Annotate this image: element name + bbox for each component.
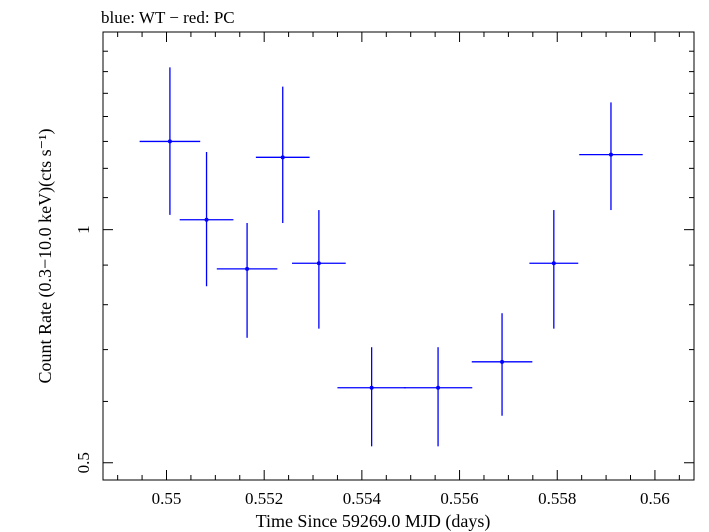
y-tick-label: 0.5 (74, 452, 93, 473)
y-axis-label: Count Rate (0.3−10.0 keV)(cts s⁻¹) (35, 128, 56, 383)
data-point (255, 86, 310, 224)
x-tick-label: 0.556 (440, 489, 478, 508)
x-axis-label: Time Since 59269.0 MJD (days) (256, 511, 491, 532)
data-point (179, 151, 234, 287)
data-point (337, 347, 406, 447)
data-point (139, 67, 201, 215)
point-marker (167, 139, 172, 144)
plot-frame (102, 31, 695, 481)
data-point (403, 347, 473, 447)
point-marker (280, 155, 285, 160)
data-point (579, 102, 643, 211)
x-tick-label: 0.56 (640, 489, 670, 508)
chart-title: blue: WT − red: PC (101, 8, 235, 27)
x-tick-label: 0.552 (245, 489, 283, 508)
x-tick-label: 0.55 (152, 489, 182, 508)
y-tick-label: 1 (74, 225, 93, 234)
point-marker (369, 385, 374, 390)
data-point (292, 210, 346, 329)
point-marker (316, 261, 321, 266)
y-axis: 0.51 (74, 50, 694, 473)
x-axis: 0.55 0.552 0.554 0.556 0.558 0.56 (117, 32, 680, 508)
data-series (139, 67, 643, 447)
point-marker (436, 385, 441, 390)
point-marker (608, 152, 613, 157)
data-point (529, 210, 579, 329)
x-tick-label: 0.554 (343, 489, 382, 508)
data-point (471, 313, 533, 416)
x-tick-label: 0.558 (538, 489, 576, 508)
point-marker (204, 217, 209, 222)
data-point (216, 223, 278, 338)
point-marker (551, 261, 556, 266)
point-marker (500, 359, 505, 364)
point-marker (245, 266, 250, 271)
